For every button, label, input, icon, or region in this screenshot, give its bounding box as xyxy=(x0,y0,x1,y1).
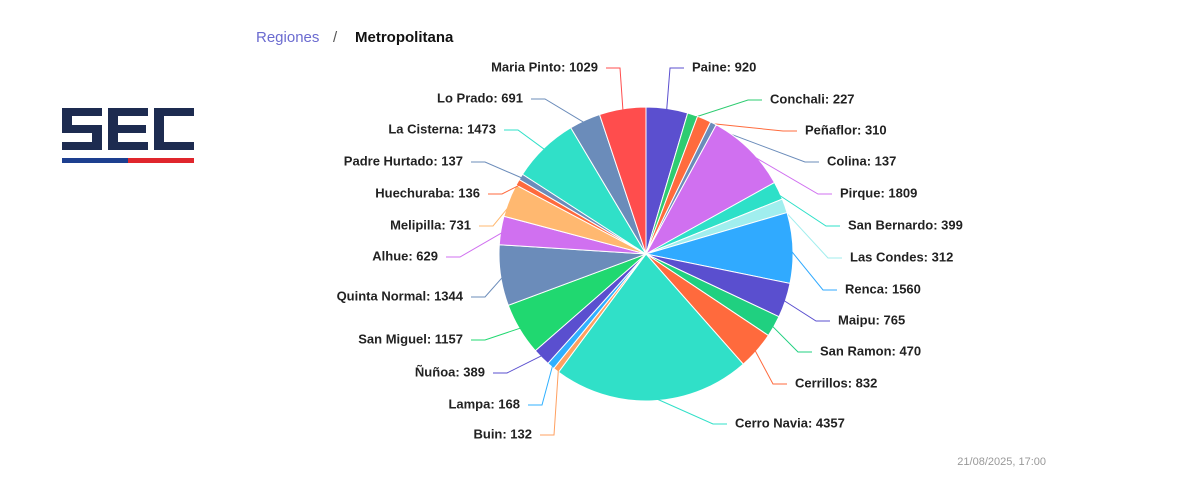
leader-line xyxy=(770,323,812,353)
breadcrumb-separator: / xyxy=(333,29,338,46)
data-label: Renca: 1560 xyxy=(845,281,921,296)
leader-line xyxy=(471,274,505,298)
data-label: Lo Prado: 691 xyxy=(437,90,523,105)
data-label: Lampa: 168 xyxy=(448,396,520,411)
data-label: San Ramon: 470 xyxy=(820,343,921,358)
leader-line xyxy=(540,367,560,436)
leader-line xyxy=(753,347,787,385)
pie-slice: Pirque xyxy=(644,124,776,256)
data-label: Padre Hurtado: 137 xyxy=(344,153,463,168)
leader-line xyxy=(479,201,514,227)
data-label: Peñaflor: 310 xyxy=(805,122,887,137)
pie-slice: Cerro Navia xyxy=(557,253,745,402)
data-label: San Miguel: 1157 xyxy=(358,331,463,346)
leader-line xyxy=(781,298,830,322)
pie-chart: PainePaine: 920ConchaliConchali: 227Peña… xyxy=(337,59,963,441)
leader-line xyxy=(528,362,554,406)
leader-line xyxy=(774,191,840,227)
leader-line xyxy=(651,396,727,425)
data-label: Buin: 132 xyxy=(473,426,532,441)
data-label: Colina: 137 xyxy=(827,153,896,168)
data-label: Maipu: 765 xyxy=(838,312,905,327)
leader-line xyxy=(711,126,819,163)
breadcrumb-link[interactable]: Regiones xyxy=(256,29,319,46)
leader-line xyxy=(493,353,545,374)
data-label: Maria Pinto: 1029 xyxy=(491,59,598,74)
breadcrumb-current: Metropolitana xyxy=(355,29,454,46)
data-label: Las Condes: 312 xyxy=(850,249,953,264)
data-label: Conchali: 227 xyxy=(770,91,855,106)
leader-line xyxy=(504,129,548,152)
leader-line xyxy=(780,206,842,259)
leader-line xyxy=(488,183,522,195)
leader-line xyxy=(746,151,832,195)
data-label: Cerro Navia: 4357 xyxy=(735,415,845,430)
data-label: Cerrillos: 832 xyxy=(795,375,877,390)
data-label: Paine: 920 xyxy=(692,59,756,74)
data-label: Huechuraba: 136 xyxy=(375,185,480,200)
leader-line xyxy=(606,67,624,113)
leader-line xyxy=(471,161,525,180)
leader-line xyxy=(702,122,797,132)
data-label: Ñuñoa: 389 xyxy=(415,364,485,379)
data-label: Pirque: 1809 xyxy=(840,185,917,200)
leader-line xyxy=(531,98,587,125)
leader-line xyxy=(788,247,837,291)
timestamp: 21/08/2025, 17:00 xyxy=(957,456,1046,468)
data-label: Alhue: 629 xyxy=(372,248,438,263)
data-label: La Cisterna: 1473 xyxy=(388,121,496,136)
data-label: Melipilla: 731 xyxy=(390,217,471,232)
logo xyxy=(62,108,194,163)
leader-line xyxy=(471,326,524,341)
leader-line xyxy=(665,67,684,113)
data-label: Quinta Normal: 1344 xyxy=(337,288,464,303)
data-label: San Bernardo: 399 xyxy=(848,217,963,232)
leader-line xyxy=(446,230,506,258)
leader-line xyxy=(691,99,762,119)
